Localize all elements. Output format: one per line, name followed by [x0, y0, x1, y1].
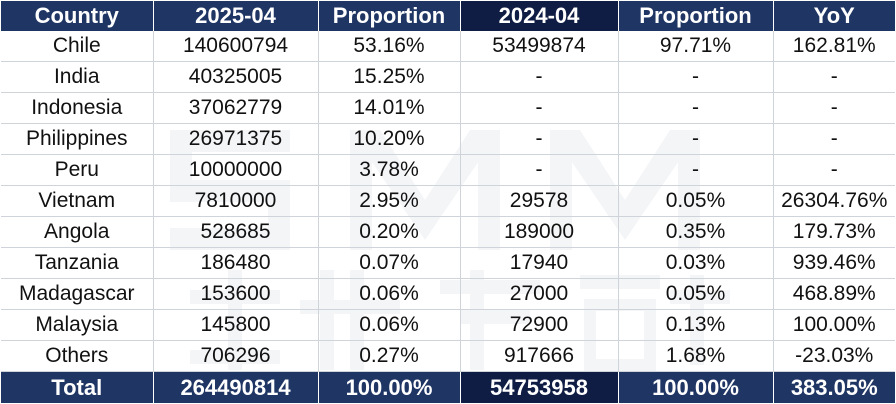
cell-2025-04: 186480: [153, 247, 319, 279]
cell-proportion-2024: 1.68%: [618, 340, 774, 372]
table-row: Philippines 26971375 10.20% - - -: [1, 123, 895, 155]
cell-2025-04: 528685: [153, 216, 319, 248]
cell-2024-04: 72900: [460, 309, 619, 341]
table-row: India 40325005 15.25% - - -: [1, 61, 895, 93]
cell-proportion-2025: 15.25%: [318, 61, 461, 93]
cell-yoy: -23.03%: [773, 340, 895, 372]
cell-2025-04: 706296: [153, 340, 319, 372]
cell-proportion-2025: 53.16%: [318, 31, 461, 62]
cell-2024-04: -: [460, 154, 619, 186]
table-row: Vietnam 7810000 2.95% 29578 0.05% 26304.76%: [1, 185, 895, 217]
cell-country: India: [1, 61, 154, 93]
cell-proportion-2024: 0.03%: [618, 247, 774, 279]
table-row: Chile 140600794 53.16% 53499874 97.71% 162.81…: [1, 31, 895, 62]
cell-proportion-2025: 0.20%: [318, 216, 461, 248]
cell-2025-04: 7810000: [153, 185, 319, 217]
table-footer: Total 264490814 100.00% 54753958 100.00%…: [1, 371, 895, 403]
cell-2024-04: 17940: [460, 247, 619, 279]
cell-2025-04: 145800: [153, 309, 319, 341]
cell-2024-04: 53499874: [460, 31, 619, 62]
cell-country: Philippines: [1, 123, 154, 155]
cell-proportion-2025: 10.20%: [318, 123, 461, 155]
cell-proportion-2025: 2.95%: [318, 185, 461, 217]
header-proportion-2024: Proportion: [618, 1, 774, 31]
cell-2024-04: -: [460, 92, 619, 124]
cell-2024-04: 29578: [460, 185, 619, 217]
cell-yoy: 26304.76%: [773, 185, 895, 217]
cell-proportion-2024: -: [618, 154, 774, 186]
total-proportion-2025: 100.00%: [318, 371, 461, 403]
cell-country: Peru: [1, 154, 154, 186]
cell-proportion-2024: 0.05%: [618, 185, 774, 217]
cell-country: Angola: [1, 216, 154, 248]
cell-proportion-2024: 0.05%: [618, 278, 774, 310]
cell-proportion-2024: 0.35%: [618, 216, 774, 248]
cell-yoy: 179.73%: [773, 216, 895, 248]
cell-proportion-2024: -: [618, 61, 774, 93]
table-row: Malaysia 145800 0.06% 72900 0.13% 100.00%: [1, 309, 895, 341]
table-body: Chile 140600794 53.16% 53499874 97.71% 162.81…: [1, 31, 895, 372]
cell-yoy: 162.81%: [773, 31, 895, 62]
cell-yoy: 939.46%: [773, 247, 895, 279]
table-header: Country 2025-04 Proportion 2024-04 Propo…: [1, 1, 895, 31]
cell-yoy: 100.00%: [773, 309, 895, 341]
cell-proportion-2025: 14.01%: [318, 92, 461, 124]
total-row: Total 264490814 100.00% 54753958 100.00%…: [1, 371, 895, 403]
total-2024-04: 54753958: [460, 371, 619, 403]
cell-yoy: -: [773, 92, 895, 124]
header-country: Country: [1, 1, 154, 31]
cell-proportion-2024: -: [618, 123, 774, 155]
cell-2025-04: 26971375: [153, 123, 319, 155]
cell-proportion-2024: 97.71%: [618, 31, 774, 62]
cell-2025-04: 37062779: [153, 92, 319, 124]
cell-country: Others: [1, 340, 154, 372]
cell-yoy: -: [773, 61, 895, 93]
cell-proportion-2024: 0.13%: [618, 309, 774, 341]
table-row: Others 706296 0.27% 917666 1.68% -23.03%: [1, 340, 895, 372]
cell-country: Indonesia: [1, 92, 154, 124]
cell-country: Madagascar: [1, 278, 154, 310]
table-row: Peru 10000000 3.78% - - -: [1, 154, 895, 186]
cell-2024-04: -: [460, 61, 619, 93]
cell-country: Malaysia: [1, 309, 154, 341]
table-row: Indonesia 37062779 14.01% - - -: [1, 92, 895, 124]
cell-proportion-2025: 0.06%: [318, 278, 461, 310]
table-row: Angola 528685 0.20% 189000 0.35% 179.73%: [1, 216, 895, 248]
cell-2024-04: 27000: [460, 278, 619, 310]
header-2025-04: 2025-04: [153, 1, 319, 31]
cell-yoy: 468.89%: [773, 278, 895, 310]
cell-2025-04: 140600794: [153, 31, 319, 62]
table-row: Tanzania 186480 0.07% 17940 0.03% 939.46%: [1, 247, 895, 279]
cell-country: Chile: [1, 31, 154, 62]
cell-proportion-2025: 3.78%: [318, 154, 461, 186]
total-label: Total: [1, 371, 154, 403]
cell-proportion-2025: 0.07%: [318, 247, 461, 279]
cell-2024-04: 917666: [460, 340, 619, 372]
total-proportion-2024: 100.00%: [618, 371, 774, 403]
total-yoy: 383.05%: [773, 371, 895, 403]
cell-2025-04: 153600: [153, 278, 319, 310]
table-row: Madagascar 153600 0.06% 27000 0.05% 468.89%: [1, 278, 895, 310]
cell-proportion-2024: -: [618, 92, 774, 124]
cell-2024-04: -: [460, 123, 619, 155]
header-yoy: YoY: [773, 1, 895, 31]
cell-yoy: -: [773, 123, 895, 155]
cell-2025-04: 40325005: [153, 61, 319, 93]
cell-proportion-2025: 0.06%: [318, 309, 461, 341]
header-row: Country 2025-04 Proportion 2024-04 Propo…: [1, 1, 895, 31]
cell-proportion-2025: 0.27%: [318, 340, 461, 372]
cell-2025-04: 10000000: [153, 154, 319, 186]
cell-country: Vietnam: [1, 185, 154, 217]
header-2024-04: 2024-04: [460, 1, 619, 31]
total-2025-04: 264490814: [153, 371, 319, 403]
cell-yoy: -: [773, 154, 895, 186]
cell-2024-04: 189000: [460, 216, 619, 248]
cell-country: Tanzania: [1, 247, 154, 279]
header-proportion-2025: Proportion: [318, 1, 461, 31]
